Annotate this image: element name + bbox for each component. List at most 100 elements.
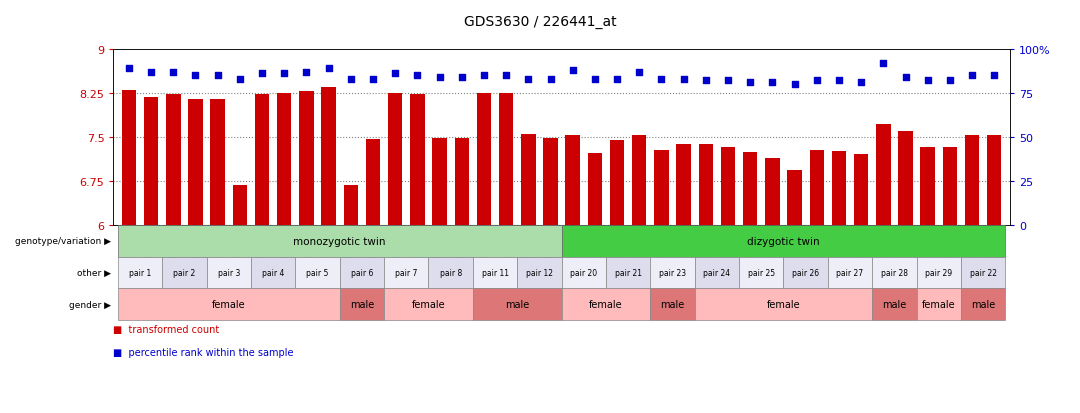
Text: ■  percentile rank within the sample: ■ percentile rank within the sample — [113, 347, 294, 357]
Bar — [943, 147, 957, 225]
Text: monozygotic twin: monozygotic twin — [294, 236, 386, 246]
Point — [164, 69, 181, 76]
Text: pair 6: pair 6 — [351, 268, 373, 277]
Bar — [366, 140, 380, 225]
Bar — [188, 99, 203, 225]
Bar — [122, 90, 136, 225]
Bar — [588, 154, 602, 225]
Bar — [566, 136, 580, 225]
Bar — [343, 185, 359, 225]
Point — [742, 80, 759, 86]
Point — [143, 69, 160, 76]
Bar — [299, 92, 313, 225]
Bar — [166, 95, 180, 225]
Bar — [211, 99, 225, 225]
Point — [320, 66, 337, 72]
Bar — [832, 152, 846, 225]
Point — [786, 81, 804, 88]
Text: female: female — [411, 299, 445, 310]
Text: female: female — [767, 299, 800, 310]
Bar — [232, 185, 247, 225]
Point — [454, 74, 471, 81]
Point — [498, 73, 515, 79]
Bar — [964, 136, 980, 225]
Point — [675, 76, 692, 83]
Text: pair 4: pair 4 — [262, 268, 284, 277]
Point — [719, 78, 737, 85]
Point — [963, 73, 981, 79]
Point — [564, 67, 581, 74]
Bar — [410, 95, 424, 225]
Bar — [765, 159, 780, 225]
Bar — [854, 155, 868, 225]
Point — [210, 73, 227, 79]
Point — [852, 80, 869, 86]
Bar — [543, 138, 557, 225]
Bar — [920, 147, 935, 225]
Bar — [522, 134, 536, 225]
Bar — [610, 140, 624, 225]
Point — [764, 80, 781, 86]
Point — [364, 76, 381, 83]
Text: GDS3630 / 226441_at: GDS3630 / 226441_at — [463, 15, 617, 29]
Bar — [144, 97, 159, 225]
Bar — [899, 131, 913, 225]
Bar — [676, 145, 691, 225]
Point — [942, 78, 959, 85]
Point — [986, 73, 1003, 79]
Point — [387, 71, 404, 78]
Text: other ▶: other ▶ — [78, 268, 111, 277]
Text: male: male — [971, 299, 996, 310]
Text: male: male — [505, 299, 529, 310]
Text: pair 23: pair 23 — [659, 268, 686, 277]
Point — [254, 71, 271, 78]
Text: ■  transformed count: ■ transformed count — [113, 325, 219, 335]
Text: pair 12: pair 12 — [526, 268, 553, 277]
Bar — [876, 124, 891, 225]
Text: pair 25: pair 25 — [747, 268, 774, 277]
Text: pair 21: pair 21 — [615, 268, 642, 277]
Point — [896, 74, 914, 81]
Text: pair 28: pair 28 — [881, 268, 908, 277]
Point — [231, 76, 248, 83]
Bar — [432, 138, 447, 225]
Text: female: female — [212, 299, 245, 310]
Bar — [388, 94, 403, 225]
Bar — [278, 94, 292, 225]
Point — [608, 76, 625, 83]
Text: gender ▶: gender ▶ — [69, 300, 111, 309]
Bar — [699, 145, 713, 225]
Point — [919, 78, 936, 85]
Point — [187, 73, 204, 79]
Text: pair 20: pair 20 — [570, 268, 597, 277]
Text: pair 11: pair 11 — [482, 268, 509, 277]
Text: pair 27: pair 27 — [837, 268, 864, 277]
Bar — [499, 94, 513, 225]
Text: pair 2: pair 2 — [173, 268, 195, 277]
Point — [808, 78, 825, 85]
Bar — [720, 147, 735, 225]
Bar — [743, 153, 757, 225]
Text: pair 24: pair 24 — [703, 268, 730, 277]
Point — [342, 76, 360, 83]
Point — [431, 74, 448, 81]
Text: pair 8: pair 8 — [440, 268, 462, 277]
Point — [542, 76, 559, 83]
Text: male: male — [660, 299, 685, 310]
Text: pair 1: pair 1 — [129, 268, 151, 277]
Bar — [632, 136, 647, 225]
Text: female: female — [590, 299, 623, 310]
Bar — [322, 88, 336, 225]
Point — [519, 76, 537, 83]
Text: male: male — [350, 299, 374, 310]
Point — [475, 73, 492, 79]
Point — [120, 66, 137, 72]
Bar — [810, 150, 824, 225]
Text: genotype/variation ▶: genotype/variation ▶ — [15, 237, 111, 245]
Point — [586, 76, 604, 83]
Text: pair 26: pair 26 — [792, 268, 820, 277]
Text: pair 3: pair 3 — [217, 268, 240, 277]
Bar — [654, 151, 669, 225]
Point — [652, 76, 670, 83]
Text: pair 22: pair 22 — [970, 268, 997, 277]
